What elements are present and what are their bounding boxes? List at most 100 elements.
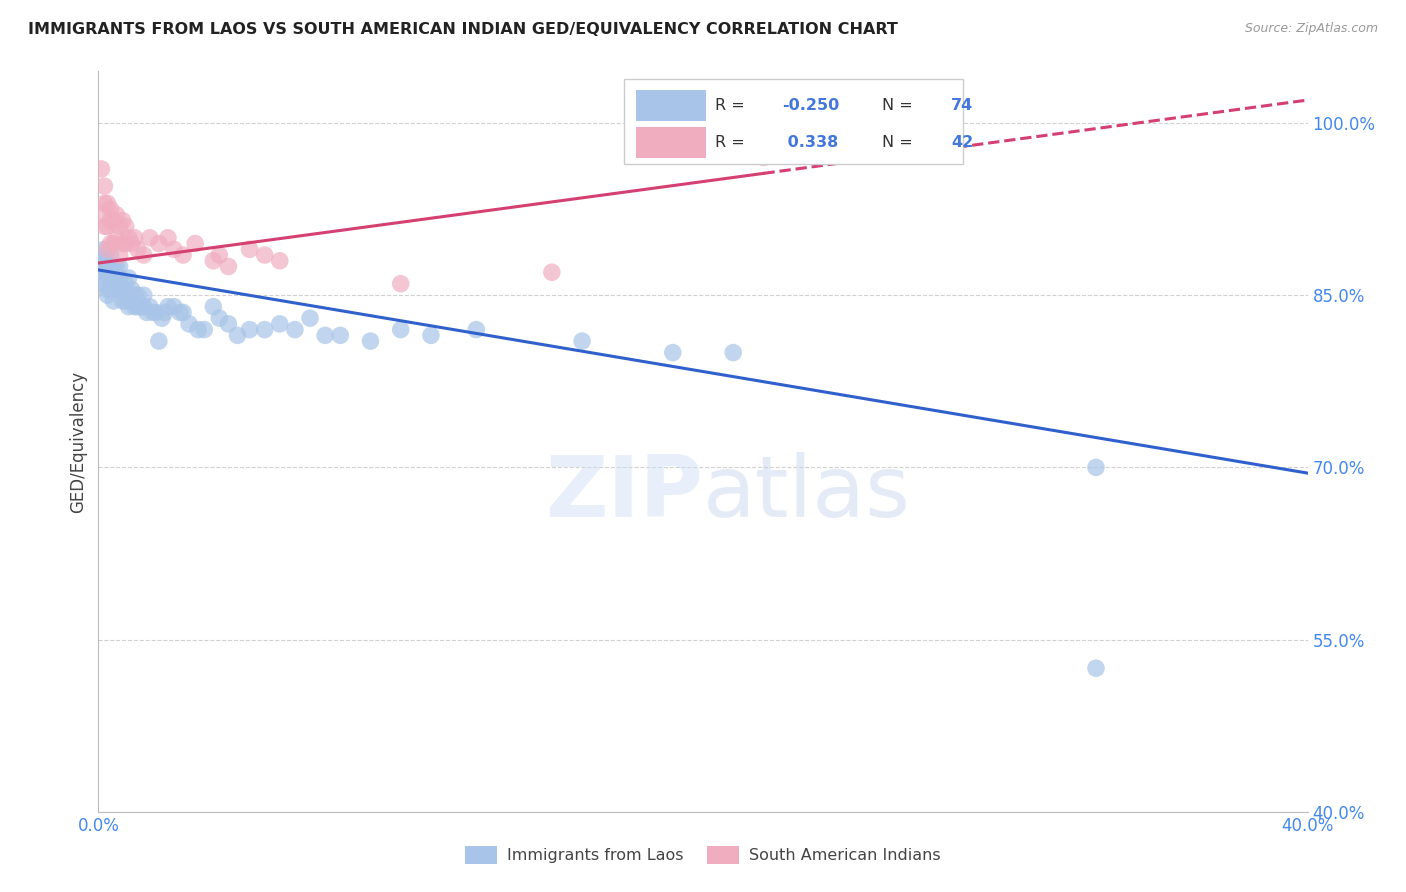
Point [389,277,412,291]
Point [111,293,134,308]
Point [93,179,115,194]
Point [139,300,162,314]
Text: 74: 74 [950,98,973,113]
Point [208,248,231,262]
Point [96,196,118,211]
Point [132,248,155,262]
Point [314,328,336,343]
Text: IMMIGRANTS FROM LAOS VS SOUTH AMERICAN INDIAN GED/EQUIVALENCY CORRELATION CHART: IMMIGRANTS FROM LAOS VS SOUTH AMERICAN I… [28,22,898,37]
Text: ZIP: ZIP [546,452,703,535]
Point [217,317,239,331]
Point [103,277,125,291]
Point [96,288,118,302]
Point [752,110,775,124]
Point [148,334,170,348]
Point [96,260,118,274]
Point [103,293,125,308]
Point [172,248,194,262]
Point [93,248,115,262]
Point [148,236,170,251]
Point [108,219,131,234]
Point [1085,460,1108,475]
Point [118,288,141,302]
Point [184,236,207,251]
Text: Source: ZipAtlas.com: Source: ZipAtlas.com [1244,22,1378,36]
Point [108,271,131,285]
Point [93,277,115,291]
Text: R =: R = [716,136,751,151]
Point [103,213,125,227]
Text: N =: N = [882,136,918,151]
Point [93,242,115,256]
Point [114,277,136,291]
Point [360,334,382,348]
Point [172,305,194,319]
Point [111,282,134,296]
Point [100,260,122,274]
Point [96,219,118,234]
Point [124,288,146,302]
Point [105,231,128,245]
Point [108,282,131,296]
Point [100,236,122,251]
Point [96,282,118,296]
Point [1085,661,1108,675]
Point [752,151,775,165]
Point [226,328,249,343]
Point [114,293,136,308]
Point [93,219,115,234]
Legend: Immigrants from Laos, South American Indians: Immigrants from Laos, South American Ind… [458,839,948,871]
Point [111,236,134,251]
Point [118,231,141,245]
Point [163,242,186,256]
Text: 42: 42 [950,136,973,151]
Point [127,242,149,256]
Point [187,323,209,337]
Point [100,248,122,262]
Point [193,323,215,337]
Point [145,305,167,319]
Point [108,248,131,262]
Point [132,288,155,302]
Point [105,271,128,285]
Point [239,242,262,256]
Point [139,231,162,245]
Point [127,300,149,314]
Point [217,260,239,274]
Point [142,305,165,319]
Point [90,161,112,176]
Y-axis label: GED/Equivalency: GED/Equivalency [69,370,87,513]
Text: atlas: atlas [703,452,911,535]
Text: 0.338: 0.338 [782,136,838,151]
Point [202,300,225,314]
Point [93,196,115,211]
Point [100,282,122,296]
Point [90,253,112,268]
Point [540,265,562,279]
Point [465,323,488,337]
Point [105,260,128,274]
Point [169,305,191,319]
Point [202,253,225,268]
Point [105,282,128,296]
Point [103,260,125,274]
Point [269,253,291,268]
Point [105,208,128,222]
Point [108,260,131,274]
Point [129,300,152,314]
Point [571,334,593,348]
Point [93,265,115,279]
Point [121,293,143,308]
Point [661,345,683,359]
Point [156,231,179,245]
Point [90,271,112,285]
Point [100,213,122,227]
Point [124,231,146,245]
Point [135,305,157,319]
Point [163,300,186,314]
Point [103,236,125,251]
Point [329,328,352,343]
Point [153,305,176,319]
FancyBboxPatch shape [637,90,706,121]
Point [253,323,276,337]
